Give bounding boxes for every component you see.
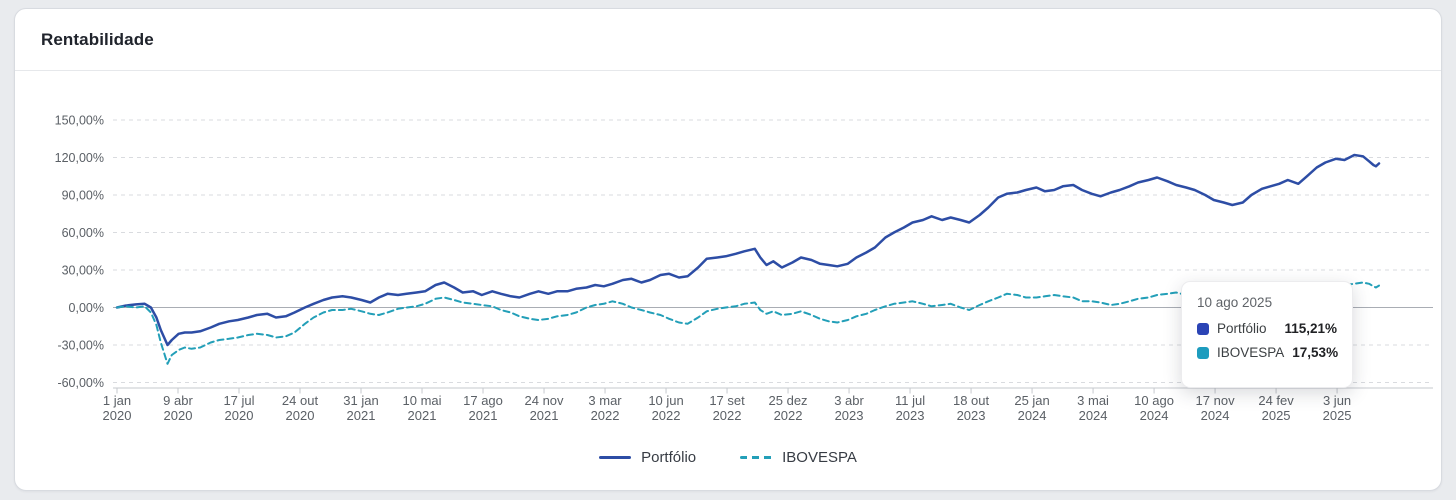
tooltip-label-ibovespa: IBOVESPA	[1217, 345, 1285, 360]
x-axis-label: 3 mar 2022	[588, 393, 622, 423]
legend-label-portfolio: Portfólio	[641, 448, 697, 466]
x-axis-label: 17 jul 2020	[223, 393, 254, 423]
rentability-card: Rentabilidade	[14, 8, 1442, 491]
y-axis-label: 90,00%	[62, 189, 104, 203]
x-axis-label: 18 out 2023	[953, 393, 990, 423]
tooltip-value-ibovespa: 17,53%	[1292, 345, 1339, 360]
x-axis-label: 25 jan 2024	[1014, 393, 1049, 423]
tooltip-date: 10 ago 2025	[1197, 295, 1273, 310]
tooltip-row-portfolio: Portfólio 115,21%	[1197, 321, 1337, 336]
card-header: Rentabilidade	[15, 9, 1441, 71]
x-axis-label: 24 fev 2025	[1258, 393, 1294, 423]
y-axis-label: 60,00%	[62, 226, 104, 240]
x-axis-label: 17 nov 2024	[1196, 393, 1236, 423]
y-axis-label: -30,00%	[57, 339, 104, 353]
y-axis-label: -60,00%	[57, 376, 104, 390]
x-axis-label: 3 jun 2025	[1323, 393, 1352, 423]
legend-item-ibovespa[interactable]: IBOVESPA	[740, 449, 857, 466]
x-axis-label: 3 abr 2023	[834, 393, 864, 423]
series-line-portfolio	[115, 153, 1381, 347]
x-axis-label: 10 ago 2024	[1134, 393, 1174, 423]
x-axis-label: 11 jul 2023	[895, 393, 925, 423]
y-axis-label: 120,00%	[55, 151, 104, 165]
x-axis-label: 1 jan 2020	[103, 393, 132, 423]
tooltip-row-ibovespa: IBOVESPA 17,53%	[1197, 345, 1339, 360]
x-axis-label: 25 dez 2022	[769, 393, 808, 423]
x-axis-label: 31 jan 2021	[343, 393, 378, 423]
page-title: Rentabilidade	[41, 29, 154, 49]
ibovespa-dashed-line-icon	[740, 455, 773, 459]
x-axis-label: 10 mai 2021	[403, 393, 442, 423]
y-axis-label: 30,00%	[62, 264, 104, 278]
x-axis-label: 17 set 2022	[709, 393, 745, 423]
x-axis-label: 24 out 2020	[282, 393, 319, 423]
chart-legend: Portfólio IBOVESPA	[0, 444, 1456, 470]
portfolio-swatch-icon	[1197, 322, 1209, 335]
x-axis-label: 17 ago 2021	[463, 393, 503, 423]
portfolio-line-icon	[599, 455, 632, 459]
x-axis-label: 9 abr 2020	[163, 393, 193, 423]
tooltip-value-portfolio: 115,21%	[1284, 321, 1337, 336]
ibovespa-swatch-icon	[1197, 346, 1209, 359]
y-axis-label: 150,00%	[55, 114, 104, 128]
x-axis-label: 3 mai 2024	[1077, 393, 1109, 423]
tooltip-label-portfolio: Portfólio	[1217, 321, 1267, 336]
legend-item-portfolio[interactable]: Portfólio	[599, 449, 696, 466]
x-axis-label: 24 nov 2021	[525, 393, 565, 423]
x-axis-label: 10 jun 2022	[648, 393, 683, 423]
legend-label-ibovespa: IBOVESPA	[782, 448, 857, 466]
chart-tooltip: 10 ago 2025 Portfólio 115,21% IBOVESPA 1…	[1181, 281, 1353, 388]
y-axis-label: 0,00%	[69, 301, 104, 315]
